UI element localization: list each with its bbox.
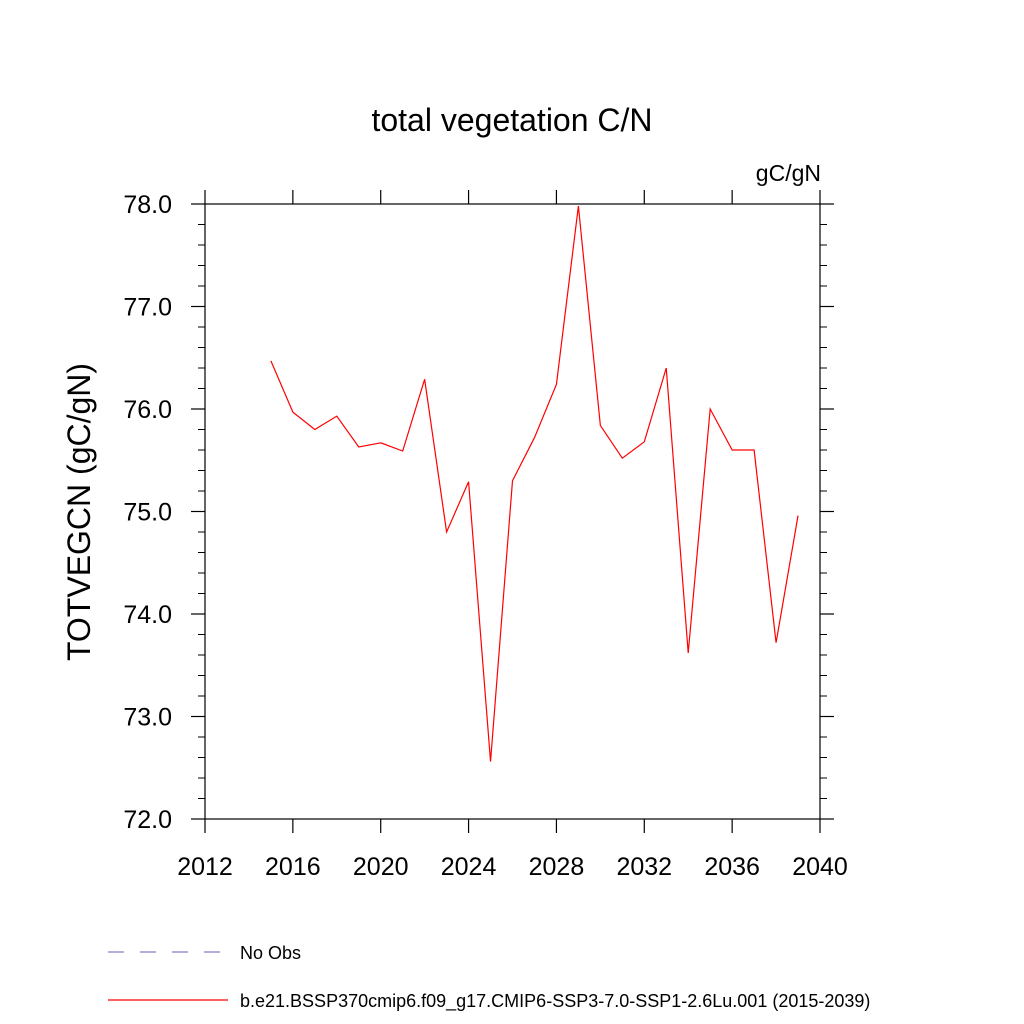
legend-label: b.e21.BSSP370cmip6.f09_g17.CMIP6-SSP3-7.… [240,991,870,1012]
x-tick-label: 2016 [265,853,321,881]
x-tick-label: 2032 [616,853,672,881]
legend: No Obs b.e21.BSSP370cmip6.f09_g17.CMIP6-S… [108,943,870,1012]
series-line [270,205,799,762]
tick-marks [191,190,834,833]
y-axis-label: TOTVEGCN (gC/gN) [61,363,97,661]
x-tick-label: 2024 [441,853,497,881]
y-tick-label: 78.0 [123,191,172,219]
x-tick-label: 2012 [177,853,233,881]
y-tick-label: 75.0 [123,499,172,527]
series-layer [270,205,799,762]
x-tick-label: 2040 [792,853,848,881]
chart-title: total vegetation C/N [371,102,652,138]
x-tick-label: 2036 [704,853,760,881]
y-tick-label: 74.0 [123,601,172,629]
tick-labels: 2012 2016 2020 2024 2028 2032 2036 2040 72.0 73.0… [123,191,847,881]
y-tick-label: 72.0 [123,806,172,834]
y-tick-label: 76.0 [123,396,172,424]
y-tick-label: 77.0 [123,294,172,322]
x-tick-label: 2020 [353,853,409,881]
x-tick-label: 2028 [529,853,585,881]
units-label: gC/gN [756,160,821,186]
y-tick-label: 73.0 [123,704,172,732]
plot-frame [204,203,821,820]
legend-label: No Obs [240,943,301,963]
